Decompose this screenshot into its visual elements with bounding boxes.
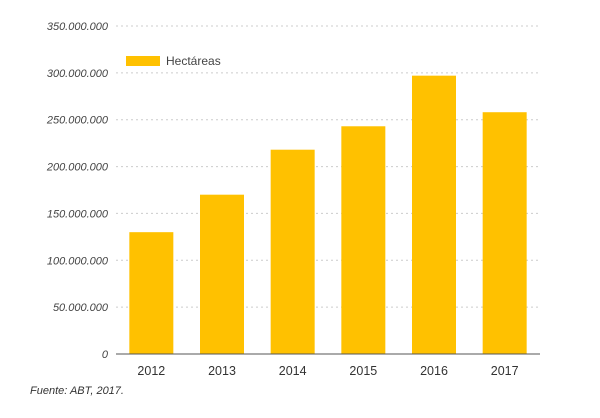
- x-tick-label: 2015: [349, 364, 377, 378]
- y-tick-label: 300.000.000: [47, 68, 109, 80]
- x-tick-label: 2014: [279, 364, 307, 378]
- bar-2015: [341, 126, 386, 354]
- bars: [129, 75, 527, 355]
- y-tick-label: 250.000.000: [46, 115, 109, 127]
- y-tick-label: 50.000.000: [53, 302, 109, 314]
- x-tick-label: 2017: [491, 364, 519, 378]
- x-tick-label: 2013: [208, 364, 236, 378]
- y-tick-label: 350.000.000: [47, 21, 109, 33]
- y-tick-label: 100.000.000: [47, 255, 109, 267]
- y-tick-label: 0: [102, 349, 109, 361]
- legend-swatch: [126, 56, 160, 66]
- gridlines: [116, 25, 540, 308]
- bar-2013: [200, 194, 244, 354]
- y-tick-label: 150.000.000: [47, 208, 109, 220]
- x-tick-label: 2012: [137, 364, 165, 378]
- bar-2014: [270, 149, 315, 354]
- bar-2016: [412, 75, 456, 354]
- legend-label: Hectáreas: [166, 54, 221, 68]
- bar-2012: [129, 232, 174, 354]
- y-tick-label: 200.000.000: [46, 162, 109, 174]
- y-axis-ticks: 0 50.000.000 100.000.000 150.000.000 200.000…: [46, 21, 109, 361]
- legend: Hectáreas: [126, 54, 221, 68]
- source-note: Fuente: ABT, 2017.: [30, 385, 124, 397]
- bar-2017: [482, 112, 527, 355]
- x-tick-label: 2016: [420, 364, 448, 378]
- x-axis-ticks: 2012 2013 2014 2015 2016 2017: [137, 364, 518, 378]
